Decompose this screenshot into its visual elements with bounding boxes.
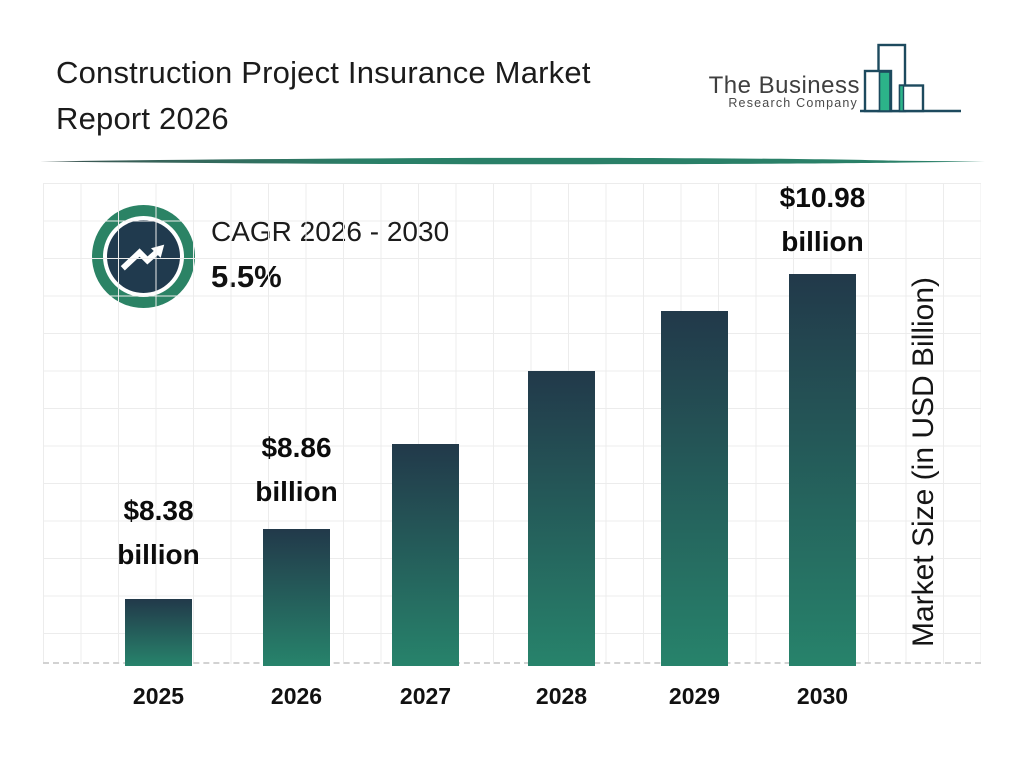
value-label-amount: $8.38 bbox=[123, 495, 194, 526]
page-title-line2: Report 2026 bbox=[56, 101, 229, 136]
x-tick-2025: 2025 bbox=[132, 683, 185, 709]
bar-2025 bbox=[125, 599, 192, 666]
value-label-2030: $10.98 billion bbox=[780, 176, 866, 264]
value-label-unit: billion bbox=[117, 539, 200, 570]
divider-line bbox=[40, 157, 985, 165]
value-label-2025: $8.38 billion bbox=[117, 489, 199, 577]
x-axis-dashed-baseline bbox=[43, 662, 981, 664]
value-label-unit: billion bbox=[781, 226, 864, 257]
logo-bars-icon bbox=[860, 43, 961, 113]
bar-2029 bbox=[661, 311, 728, 666]
bar-2026 bbox=[263, 529, 330, 666]
x-tick-2028: 2028 bbox=[535, 683, 588, 709]
page-title: Construction Project Insurance Market Re… bbox=[56, 50, 696, 142]
plot-area: $8.38 billion 2025 $8.86 billion 2026 2027 2028… bbox=[43, 182, 981, 709]
bar-2027 bbox=[392, 444, 459, 666]
x-tick-2029: 2029 bbox=[668, 683, 721, 709]
bar-2030 bbox=[789, 274, 856, 666]
y-axis-label: Market Size (in USD Billion) bbox=[907, 276, 940, 648]
value-label-amount: $8.86 bbox=[261, 432, 332, 463]
x-tick-2026: 2026 bbox=[270, 683, 323, 709]
page-title-line1: Construction Project Insurance Market bbox=[56, 55, 591, 90]
value-label-2026: $8.86 billion bbox=[255, 426, 337, 514]
x-tick-2027: 2027 bbox=[399, 683, 452, 709]
bar-2028 bbox=[528, 371, 595, 666]
value-label-unit: billion bbox=[255, 476, 338, 507]
logo-company-subtitle: Research Company bbox=[728, 96, 858, 110]
logo-company-name: The Business bbox=[708, 72, 860, 99]
x-tick-2030: 2030 bbox=[796, 683, 849, 709]
value-label-amount: $10.98 bbox=[779, 182, 866, 213]
